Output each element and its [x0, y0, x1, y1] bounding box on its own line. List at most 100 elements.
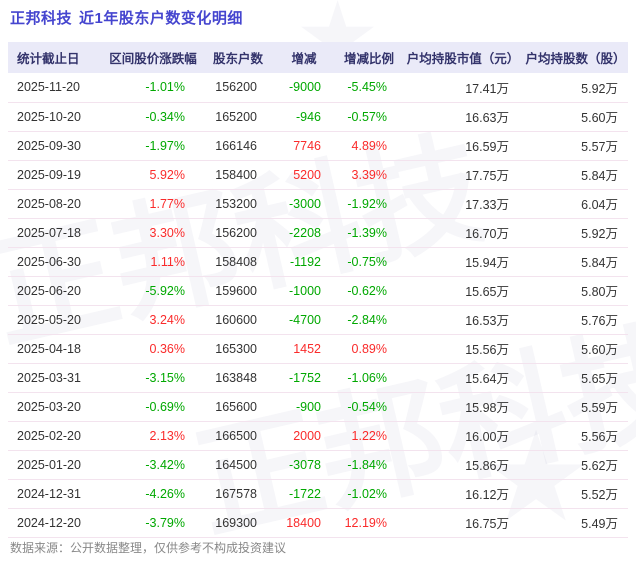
- cell-change_pct: -3.42%: [103, 450, 203, 480]
- cell-date: 2024-12-20: [8, 508, 103, 538]
- cell-avg_shares: 5.49万: [523, 508, 628, 538]
- cell-delta: 2000: [273, 421, 335, 451]
- cell-holders: 163848: [203, 363, 273, 393]
- table-row: 2025-09-19 5.92% 158400 5200 3.39% 17.75万 5.84…: [8, 160, 628, 190]
- cell-change_pct: 5.92%: [103, 160, 203, 190]
- page-subtitle: 近1年股东户数变化明细: [79, 10, 243, 27]
- cell-delta_pct: 3.39%: [335, 160, 403, 190]
- cell-change_pct: 0.36%: [103, 334, 203, 364]
- cell-date: 2025-02-20: [8, 421, 103, 451]
- cell-holders: 166500: [203, 421, 273, 451]
- cell-date: 2025-03-31: [8, 363, 103, 393]
- cell-change_pct: -0.34%: [103, 102, 203, 132]
- cell-holders: 165600: [203, 392, 273, 422]
- table-row: 2025-10-20 -0.34% 165200 -946 -0.57% 16.63万 5.…: [8, 102, 628, 132]
- cell-date: 2025-03-20: [8, 392, 103, 422]
- cell-date: 2025-05-20: [8, 305, 103, 335]
- table-row: 2025-06-30 1.11% 158408 -1192 -0.75% 15.94万 5.…: [8, 247, 628, 277]
- table-row: 2025-06-20 -5.92% 159600 -1000 -0.62% 15.65万 5…: [8, 276, 628, 306]
- stock-name: 正邦科技: [10, 10, 73, 27]
- cell-avg_value: 15.64万: [403, 363, 523, 393]
- cell-holders: 169300: [203, 508, 273, 538]
- cell-date: 2025-06-30: [8, 247, 103, 277]
- cell-holders: 158400: [203, 160, 273, 190]
- cell-holders: 156200: [203, 73, 273, 103]
- cell-holders: 165200: [203, 102, 273, 132]
- cell-change_pct: -5.92%: [103, 276, 203, 306]
- cell-date: 2025-09-30: [8, 131, 103, 161]
- cell-delta: -1752: [273, 363, 335, 393]
- cell-holders: 156200: [203, 218, 273, 248]
- cell-avg_value: 16.75万: [403, 508, 523, 538]
- header-date: 统计截止日: [8, 42, 103, 73]
- cell-avg_value: 16.53万: [403, 305, 523, 335]
- cell-change_pct: -0.69%: [103, 392, 203, 422]
- cell-avg_value: 15.98万: [403, 392, 523, 422]
- cell-avg_shares: 6.04万: [523, 189, 628, 219]
- cell-avg_shares: 5.84万: [523, 160, 628, 190]
- cell-delta: -3000: [273, 189, 335, 219]
- cell-avg_shares: 5.92万: [523, 73, 628, 103]
- cell-delta: -4700: [273, 305, 335, 335]
- table-row: 2025-07-18 3.30% 156200 -2208 -1.39% 16.70万 5.…: [8, 218, 628, 248]
- header-avg_value: 户均持股市值（元）: [403, 42, 523, 73]
- cell-date: 2025-04-18: [8, 334, 103, 364]
- cell-date: 2025-07-18: [8, 218, 103, 248]
- table-head: 统计截止日 区间股价涨跌幅 股东户数 增减 增减比例 户均持股市值（元） 户均持股数（股）: [8, 42, 628, 73]
- table-body: 2025-11-20 -1.01% 156200 -9000 -5.45% 17.41万 5…: [8, 73, 628, 538]
- cell-avg_value: 15.94万: [403, 247, 523, 277]
- cell-holders: 158408: [203, 247, 273, 277]
- cell-holders: 153200: [203, 189, 273, 219]
- cell-delta_pct: 0.89%: [335, 334, 403, 364]
- cell-date: 2025-06-20: [8, 276, 103, 306]
- cell-delta_pct: -1.39%: [335, 218, 403, 248]
- cell-delta_pct: -2.84%: [335, 305, 403, 335]
- cell-change_pct: -1.97%: [103, 131, 203, 161]
- cell-avg_value: 17.41万: [403, 73, 523, 103]
- table-row: 2025-03-31 -3.15% 163848 -1752 -1.06% 15.64万 5…: [8, 363, 628, 393]
- cell-date: 2025-10-20: [8, 102, 103, 132]
- cell-avg_shares: 5.52万: [523, 479, 628, 509]
- header-delta: 增减: [273, 42, 335, 73]
- cell-avg_shares: 5.57万: [523, 131, 628, 161]
- header-delta_pct: 增减比例: [335, 42, 403, 73]
- cell-avg_shares: 5.84万: [523, 247, 628, 277]
- cell-delta_pct: 12.19%: [335, 508, 403, 538]
- cell-delta_pct: -0.54%: [335, 392, 403, 422]
- cell-delta_pct: -1.92%: [335, 189, 403, 219]
- table-row: 2025-02-20 2.13% 166500 2000 1.22% 16.00万 5.56…: [8, 421, 628, 451]
- cell-delta_pct: -0.62%: [335, 276, 403, 306]
- cell-avg_value: 16.63万: [403, 102, 523, 132]
- table-row: 2024-12-20 -3.79% 169300 18400 12.19% 16.75万 5…: [8, 508, 628, 538]
- header-change_pct: 区间股价涨跌幅: [103, 42, 203, 73]
- cell-delta_pct: -1.06%: [335, 363, 403, 393]
- cell-delta: -1192: [273, 247, 335, 277]
- cell-delta: -1722: [273, 479, 335, 509]
- cell-avg_shares: 5.62万: [523, 450, 628, 480]
- cell-delta: -900: [273, 392, 335, 422]
- cell-avg_shares: 5.60万: [523, 334, 628, 364]
- cell-avg_shares: 5.65万: [523, 363, 628, 393]
- cell-date: 2024-12-31: [8, 479, 103, 509]
- cell-delta: -9000: [273, 73, 335, 103]
- table-row: 2024-12-31 -4.26% 167578 -1722 -1.02% 16.12万 5…: [8, 479, 628, 509]
- header-holders: 股东户数: [203, 42, 273, 73]
- cell-date: 2025-11-20: [8, 73, 103, 103]
- cell-delta: -1000: [273, 276, 335, 306]
- page-title: 正邦科技 近1年股东户数变化明细: [10, 7, 243, 28]
- cell-delta: -946: [273, 102, 335, 132]
- cell-delta_pct: -5.45%: [335, 73, 403, 103]
- cell-change_pct: -3.79%: [103, 508, 203, 538]
- cell-date: 2025-09-19: [8, 160, 103, 190]
- cell-delta: 5200: [273, 160, 335, 190]
- cell-avg_value: 17.75万: [403, 160, 523, 190]
- table-row: 2025-01-20 -3.42% 164500 -3078 -1.84% 15.86万 5…: [8, 450, 628, 480]
- cell-holders: 159600: [203, 276, 273, 306]
- cell-holders: 160600: [203, 305, 273, 335]
- table-row: 2025-03-20 -0.69% 165600 -900 -0.54% 15.98万 5.…: [8, 392, 628, 422]
- table-row: 2025-11-20 -1.01% 156200 -9000 -5.45% 17.41万 5…: [8, 73, 628, 103]
- cell-avg_value: 15.56万: [403, 334, 523, 364]
- cell-date: 2025-01-20: [8, 450, 103, 480]
- cell-avg_shares: 5.92万: [523, 218, 628, 248]
- cell-avg_value: 16.00万: [403, 421, 523, 451]
